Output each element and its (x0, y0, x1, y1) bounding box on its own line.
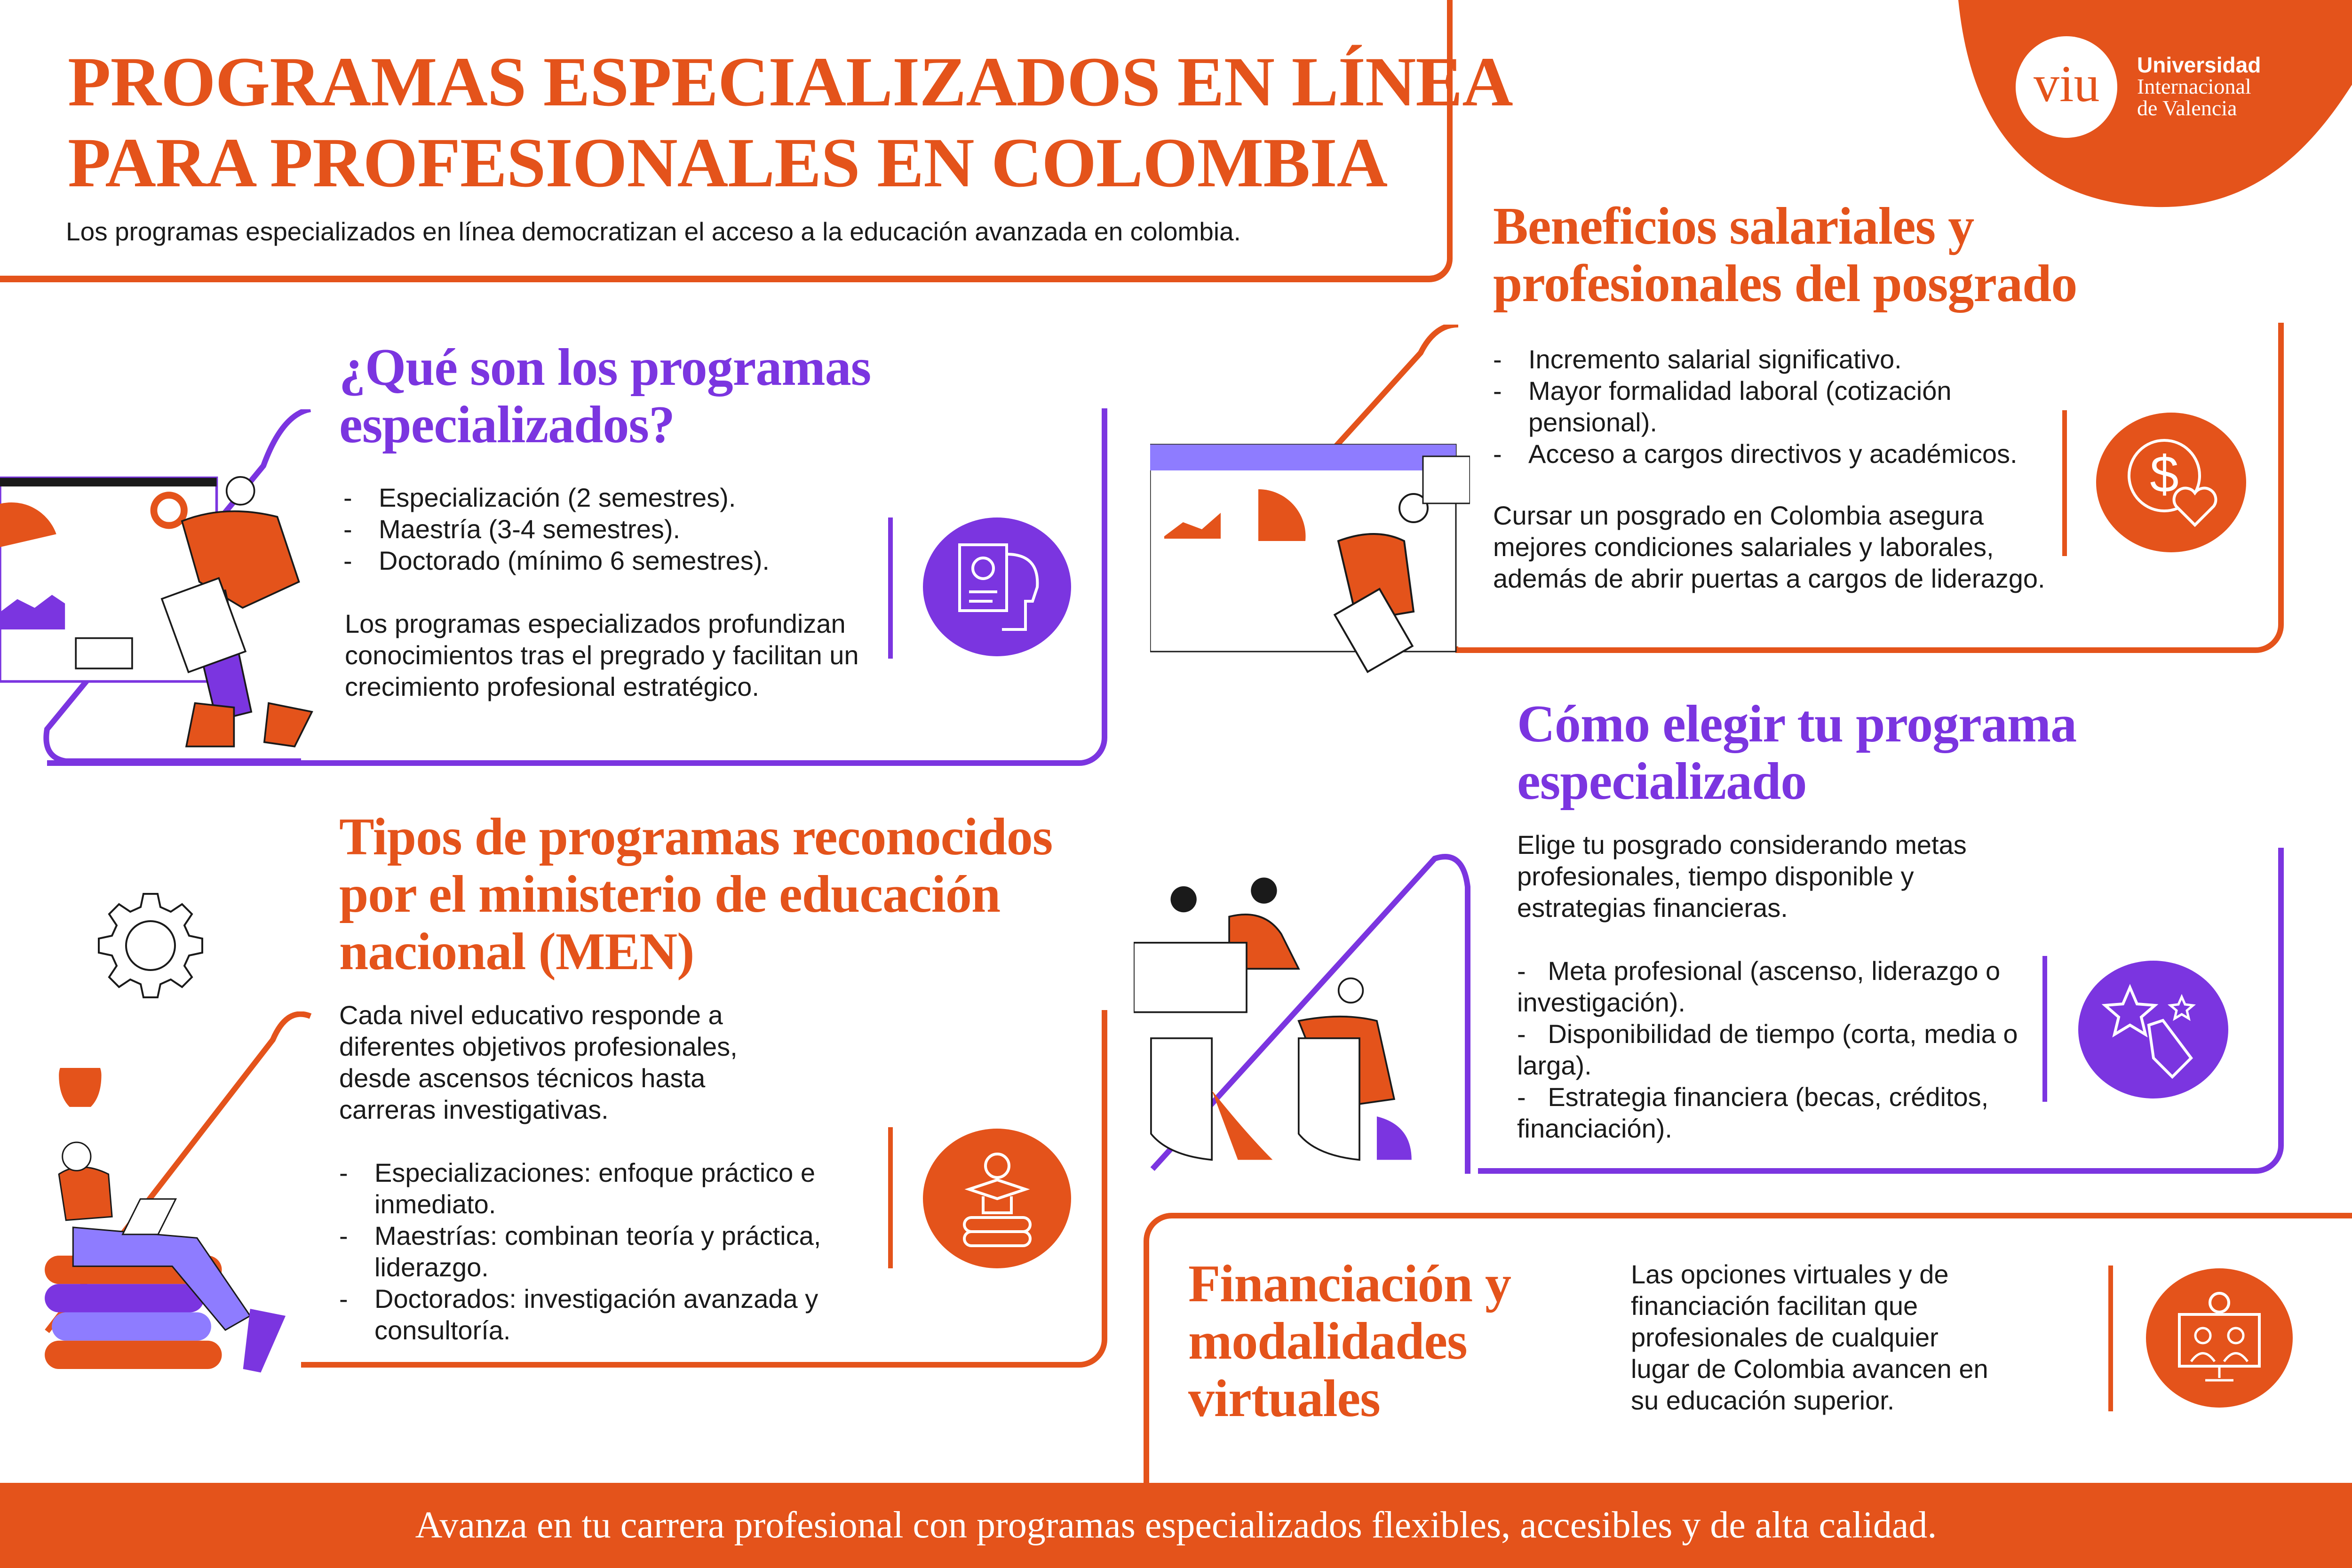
que-son-list: Especialización (2 semestres). Maestría … (343, 482, 880, 576)
list-item: Maestrías: combinan teoría y práctica, l… (339, 1220, 866, 1283)
divider (2042, 956, 2047, 1102)
gear-outline-icon (98, 893, 203, 998)
page-subtitle: Los programas especializados en línea de… (66, 217, 1241, 246)
list-item: - Disponibilidad de tiempo (corta, media… (1517, 1019, 2018, 1080)
tipos-title: Tipos de programas reconocidos por el mi… (339, 808, 1053, 981)
tipos-list: Especializaciones: enfoque práctico e in… (339, 1157, 866, 1346)
certificate-head-icon (923, 517, 1071, 656)
list-item: Doctorado (mínimo 6 semestres). (343, 545, 880, 576)
que-son-paragraph: Los programas especializados profundizan… (345, 609, 859, 701)
list-item: Doctorados: investigación avanzada y con… (339, 1283, 866, 1346)
tipos-triangle-frame (45, 1011, 312, 1333)
header-frame (0, 0, 1453, 282)
divider (888, 1127, 893, 1268)
divider (888, 517, 893, 659)
list-item: Especialización (2 semestres). (343, 482, 880, 513)
logo-line-3: de Valencia (2137, 96, 2237, 120)
que-son-triangle-frame (43, 409, 311, 764)
logo-line-1: Universidad (2137, 53, 2261, 77)
classroom-illustration (1134, 877, 1412, 1161)
como-elegir-paragraph: Elige tu posgrado considerando metas pro… (1517, 830, 1967, 923)
page-title: PROGRAMAS ESPECIALIZADOS EN LÍNEA PARA P… (68, 41, 1513, 203)
list-item: Maestría (3-4 semestres). (343, 513, 880, 545)
presenter-illustration (0, 476, 313, 748)
analyst-illustration (1150, 444, 1470, 673)
como-elegir-list: - Meta profesional (ascenso, liderazgo o… (1517, 955, 2039, 1144)
list-item: Especializaciones: enfoque práctico e in… (339, 1157, 866, 1220)
title-line-1: PROGRAMAS ESPECIALIZADOS EN LÍNEA (68, 43, 1513, 121)
divider (2108, 1266, 2113, 1411)
logo-blob (1958, 0, 2352, 207)
beneficios-paragraph: Cursar un posgrado en Colombia asegura m… (1493, 501, 2045, 593)
logo-text: Universidad Internacional de Valencia (2137, 54, 2261, 119)
list-item: Acceso a cargos directivos y académicos. (1493, 438, 2048, 470)
tipos-paragraph: Cada nivel educativo responde a diferent… (339, 1000, 738, 1124)
financiacion-title: Financiación y modalidades virtuales (1188, 1255, 1511, 1428)
como-elegir-frame (1478, 848, 2284, 1174)
logo-mark: viu (2034, 55, 2100, 112)
student-laptop-illustration (45, 1068, 286, 1373)
beneficios-title: Beneficios salariales y profesionales de… (1493, 197, 2077, 313)
como-triangle-frame (1150, 854, 1470, 1174)
financiacion-frame (1144, 1213, 2352, 1495)
list-item: Mayor formalidad laboral (cotización pen… (1493, 375, 2048, 438)
beneficios-frame (1455, 323, 2284, 653)
beneficios-content: Incremento salarial significativo. Mayor… (1493, 343, 2048, 594)
beneficios-list: Incremento salarial significativo. Mayor… (1493, 343, 2048, 470)
list-item: - Meta profesional (ascenso, liderazgo o… (1517, 956, 2001, 1017)
como-elegir-title: Cómo elegir tu programa especializado (1517, 695, 2077, 811)
logo: viu Universidad Internacional de Valenci… (1958, 0, 2352, 210)
divider (2062, 410, 2067, 556)
logo-line-2: Internacional (2137, 74, 2251, 98)
financiacion-paragraph: Las opciones virtuales y de financiación… (1631, 1259, 1988, 1415)
stars-hand-icon (2078, 961, 2228, 1098)
que-son-frame (47, 408, 1107, 766)
online-class-monitor-icon (2146, 1268, 2293, 1408)
graduation-books-icon (923, 1129, 1071, 1268)
que-son-content: ¿Qué son los programas especializados? E… (339, 339, 880, 702)
como-elegir-content: Cómo elegir tu programa especializado El… (1517, 695, 2077, 1144)
svg-text:$: $ (2150, 446, 2178, 503)
tipos-content: Tipos de programas reconocidos por el mi… (339, 808, 1053, 1346)
title-line-2: PARA PROFESIONALES EN COLOMBIA (68, 124, 1388, 202)
dollar-heart-icon: $ (2096, 413, 2246, 552)
list-item: Incremento salarial significativo. (1493, 343, 2048, 375)
tipos-frame (301, 1010, 1107, 1368)
list-item: - Estrategia financiera (becas, créditos… (1517, 1082, 1989, 1143)
footer-text: Avanza en tu carrera profesional con pro… (415, 1504, 1937, 1546)
footer-banner: Avanza en tu carrera profesional con pro… (0, 1483, 2352, 1568)
que-son-title: ¿Qué son los programas especializados? (339, 338, 871, 454)
